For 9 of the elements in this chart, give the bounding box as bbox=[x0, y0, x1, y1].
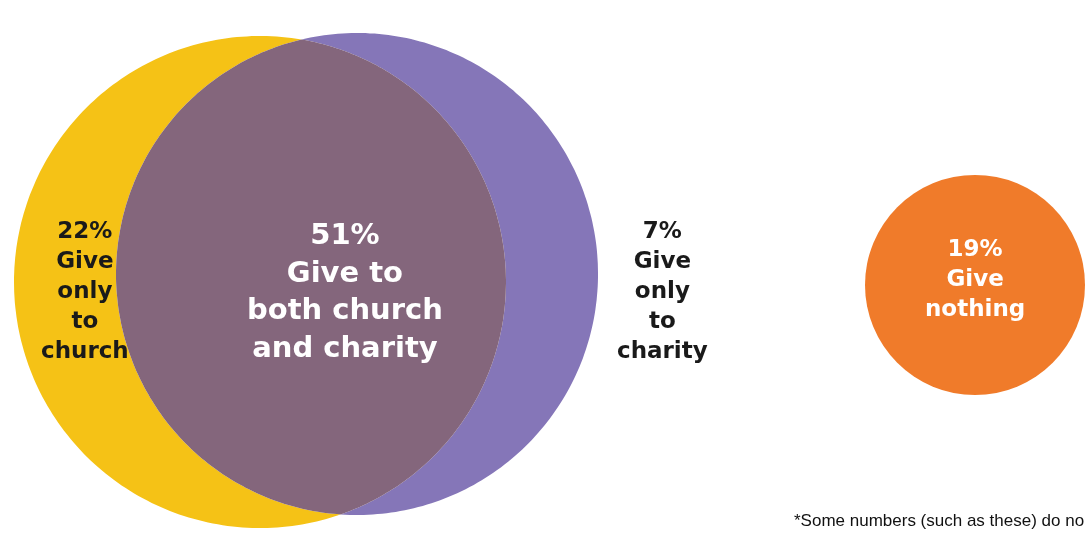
category-label: Give nothing bbox=[925, 264, 1026, 321]
category-label: Give to both church and charity bbox=[247, 254, 443, 365]
category-label: Give only to charity bbox=[617, 246, 708, 363]
data-label: 22% bbox=[57, 217, 113, 243]
data-label: 7% bbox=[642, 217, 682, 243]
text: *Some numbers (such as these) do no bbox=[794, 511, 1085, 530]
data-label: 19% bbox=[947, 235, 1003, 261]
data-label: 51% bbox=[310, 217, 380, 251]
category-label: Give only to church bbox=[41, 246, 129, 363]
